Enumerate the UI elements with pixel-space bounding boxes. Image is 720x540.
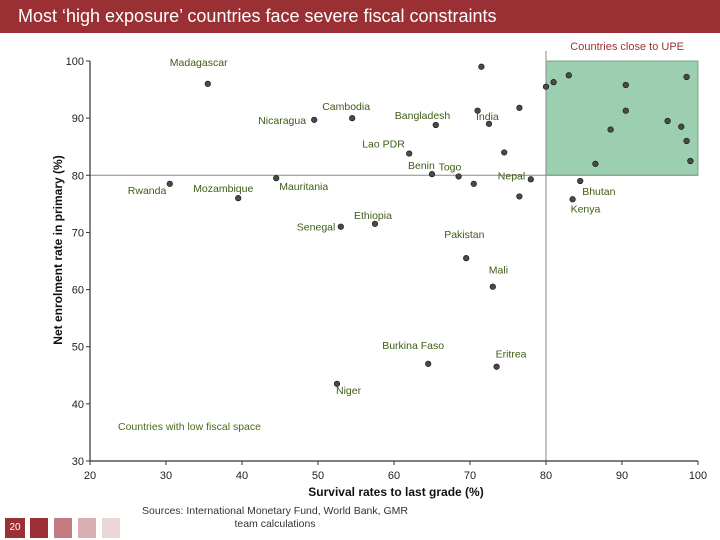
data-point bbox=[592, 160, 599, 167]
deco-square-1 bbox=[30, 518, 48, 538]
y-tick-label: 80 bbox=[72, 170, 84, 182]
data-point bbox=[678, 123, 685, 130]
y-axis-label: Net enrolment rate in primary (%) bbox=[51, 155, 65, 344]
point-label: Mauritania bbox=[279, 181, 328, 193]
point-label: Burkina Faso bbox=[382, 340, 444, 352]
x-tick-label: 60 bbox=[388, 470, 400, 482]
source-line-1: Sources: International Monetary Fund, Wo… bbox=[142, 505, 408, 517]
point-label: Rwanda bbox=[128, 185, 167, 197]
y-tick-label: 100 bbox=[66, 56, 84, 68]
data-point bbox=[664, 117, 671, 125]
data-point bbox=[478, 63, 485, 70]
x-axis-label: Survival rates to last grade (%) bbox=[308, 485, 483, 499]
deco-square-3 bbox=[78, 518, 96, 538]
source-note: Sources: International Monetary Fund, Wo… bbox=[125, 505, 425, 531]
point-label: Ethiopia bbox=[354, 210, 392, 222]
x-tick-label: 100 bbox=[689, 470, 707, 482]
title-bar: Most ‘high exposure’ countries face seve… bbox=[0, 0, 720, 33]
upe-region-label: Countries close to UPE bbox=[570, 41, 684, 53]
source-line-2: team calculations bbox=[234, 518, 316, 530]
x-tick-label: 20 bbox=[84, 470, 96, 482]
data-point bbox=[683, 137, 690, 145]
point-label: Nicaragua bbox=[258, 115, 306, 127]
data-point bbox=[485, 120, 493, 127]
point-label: India bbox=[476, 111, 499, 123]
point-label: Togo bbox=[439, 161, 462, 173]
data-point bbox=[333, 380, 341, 387]
point-label: Mali bbox=[489, 265, 508, 277]
data-point bbox=[204, 80, 211, 87]
point-label: Pakistan bbox=[444, 229, 484, 241]
data-point bbox=[432, 121, 439, 129]
data-point bbox=[428, 171, 436, 178]
y-tick-label: 40 bbox=[72, 399, 84, 411]
data-point bbox=[371, 220, 379, 227]
data-point bbox=[273, 175, 280, 182]
data-point bbox=[489, 283, 496, 290]
deco-square-4 bbox=[102, 518, 120, 538]
data-point bbox=[166, 180, 173, 187]
data-point bbox=[349, 115, 356, 122]
low-fiscal-space-annotation: Countries with low fiscal space bbox=[118, 421, 261, 433]
data-point bbox=[577, 177, 584, 185]
data-point bbox=[565, 72, 572, 79]
data-point bbox=[516, 193, 523, 200]
y-tick-label: 60 bbox=[72, 285, 84, 297]
data-point bbox=[425, 360, 432, 367]
data-point bbox=[474, 107, 481, 114]
x-tick-label: 70 bbox=[464, 470, 476, 482]
x-tick-label: 50 bbox=[312, 470, 324, 482]
point-label: Benin bbox=[408, 160, 435, 172]
x-tick-label: 30 bbox=[160, 470, 172, 482]
point-label: Lao PDR bbox=[362, 139, 405, 151]
point-label: Nepal bbox=[498, 170, 525, 182]
point-label: Bhutan bbox=[582, 186, 615, 198]
data-point bbox=[622, 81, 629, 89]
data-point bbox=[607, 126, 614, 133]
data-point bbox=[622, 107, 629, 114]
y-tick-label: 30 bbox=[72, 456, 84, 468]
slide-title: Most ‘high exposure’ countries face seve… bbox=[18, 6, 497, 26]
point-label: Madagascar bbox=[170, 57, 228, 69]
data-point bbox=[683, 73, 690, 81]
data-point bbox=[463, 255, 470, 262]
data-point bbox=[493, 363, 500, 370]
point-label: Mozambique bbox=[193, 183, 253, 195]
data-point bbox=[470, 180, 477, 187]
point-label: Bangladesh bbox=[395, 110, 451, 122]
data-point bbox=[687, 157, 694, 165]
data-point bbox=[235, 195, 242, 202]
data-point bbox=[542, 83, 550, 90]
deco-square-2 bbox=[54, 518, 72, 538]
y-tick-label: 90 bbox=[72, 113, 84, 125]
y-tick-label: 50 bbox=[72, 342, 84, 354]
page-number: 20 bbox=[5, 518, 25, 538]
data-point bbox=[337, 223, 344, 230]
upe-highlight-region bbox=[545, 60, 699, 176]
data-point bbox=[406, 150, 413, 157]
data-point bbox=[501, 149, 508, 156]
data-point bbox=[516, 104, 523, 111]
data-point bbox=[527, 176, 534, 183]
point-label: Eritrea bbox=[496, 349, 527, 361]
x-tick-label: 40 bbox=[236, 470, 248, 482]
point-label: Cambodia bbox=[322, 101, 370, 113]
point-label: Niger bbox=[336, 385, 362, 397]
data-point bbox=[550, 79, 557, 86]
y-tick-label: 70 bbox=[72, 227, 84, 239]
point-label: Kenya bbox=[571, 203, 601, 215]
point-label: Senegal bbox=[297, 222, 336, 234]
data-point bbox=[455, 173, 462, 180]
x-tick-label: 90 bbox=[616, 470, 628, 482]
data-point bbox=[311, 116, 318, 123]
data-point bbox=[569, 196, 576, 203]
x-tick-label: 80 bbox=[540, 470, 552, 482]
